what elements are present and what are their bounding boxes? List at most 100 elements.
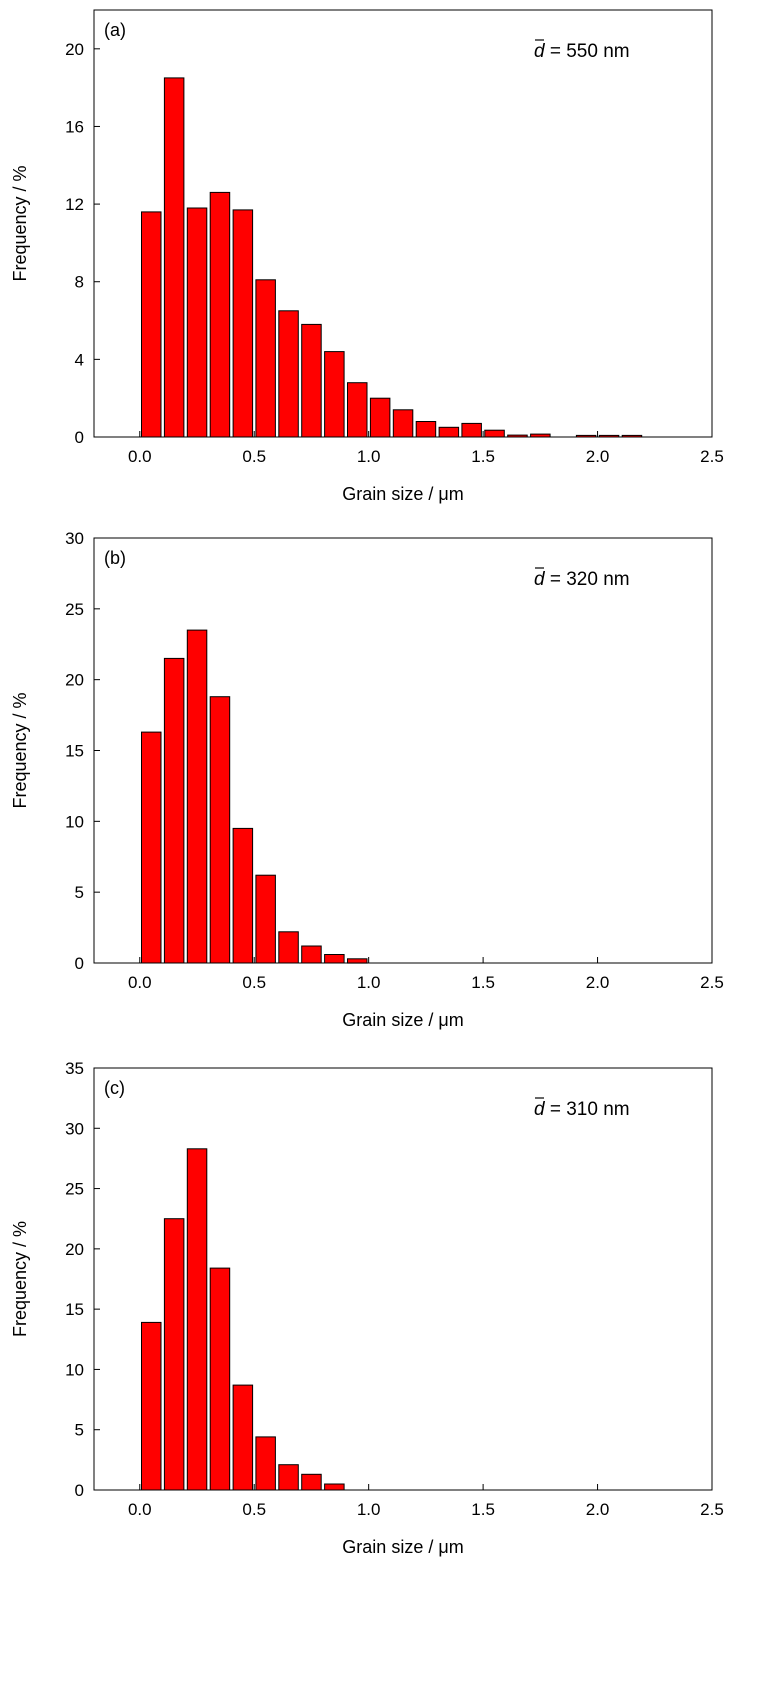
chart-b-y-tick-label: 10 [65, 812, 84, 831]
chart-a-x-tick-label: 2.5 [700, 447, 724, 466]
chart-a-bar [415, 421, 437, 438]
chart-c-y-tick-label: 25 [65, 1180, 84, 1199]
chart-a-x-tick-label: 2.0 [586, 447, 610, 466]
chart-c-y-tick-label: 20 [65, 1240, 84, 1259]
chart-b-bar [324, 954, 345, 964]
chart-b-y-axis-label: Frequency / % [10, 692, 30, 808]
chart-b-y-tick-label: 0 [75, 954, 84, 973]
chart-c-mean-symbol: d [534, 1099, 546, 1120]
chart-a-bar [324, 351, 345, 438]
chart-a-x-tick-label: 0.5 [242, 447, 266, 466]
chart-a-y-tick-label: 0 [75, 428, 84, 447]
chart-c-bar [278, 1464, 299, 1491]
grain-size-chart-a: 0.0 0.5 1.0 1.5 2.0 2.5 0 4 8 12 16 20 Grain size / … [10, 9, 724, 504]
chart-b-x-tick-label: 0.5 [242, 973, 266, 992]
chart-b-plot-frame [93, 537, 713, 964]
chart-c-bar [186, 1148, 208, 1491]
chart-c-bar [232, 1384, 254, 1491]
chart-c-y-tick-label: 35 [65, 1059, 84, 1078]
chart-b-x-axis-label: Grain size / μm [342, 1010, 463, 1030]
chart-c-y-tick-label: 0 [75, 1481, 84, 1500]
chart-b-bar [141, 731, 162, 964]
chart-a-mean-value: = 550 nm [545, 41, 630, 62]
chart-a-mean-size-annotation: d = 550 nm [534, 41, 630, 62]
chart-b-x-tick-label: 1.5 [471, 973, 495, 992]
chart-a-bar [392, 409, 414, 438]
chart-a-y-tick-label: 20 [65, 40, 84, 59]
chart-b-bar [232, 827, 254, 964]
chart-a-bar [369, 397, 391, 438]
chart-a-bar [461, 422, 482, 438]
chart-a-x-tick-label: 0.0 [128, 447, 152, 466]
chart-a-panel-label: (a) [104, 20, 126, 40]
chart-a-y-tick-label: 12 [65, 195, 84, 214]
chart-a-y-tick-label: 4 [75, 350, 84, 369]
chart-b-bars [141, 629, 368, 964]
chart-b-bar [255, 874, 276, 964]
chart-c-panel-label: (c) [104, 1078, 125, 1098]
chart-c-mean-value: = 310 nm [545, 1099, 630, 1120]
chart-b-bar [278, 931, 299, 964]
chart-a-bars [141, 77, 643, 438]
chart-b-x-tick-label: 1.0 [357, 973, 381, 992]
chart-c-y-tick-label: 30 [65, 1119, 84, 1138]
chart-c-x-tick-label: 1.0 [357, 1500, 381, 1519]
chart-c-bar [209, 1267, 231, 1491]
chart-b-y-tick-label: 5 [75, 883, 84, 902]
grain-size-chart-b: 0.0 0.5 1.0 1.5 2.0 2.5 0 5 10 15 20 25 30 Grain size… [10, 529, 724, 1030]
chart-a-y-tick-label: 16 [65, 117, 84, 136]
chart-a-bar [232, 209, 254, 438]
chart-a-y-tick-label: 8 [75, 273, 84, 292]
chart-b-x-tick-label: 2.0 [586, 973, 610, 992]
chart-a-plot-frame [93, 9, 713, 438]
chart-b-bar [209, 696, 231, 964]
grain-size-chart-c: 0.0 0.5 1.0 1.5 2.0 2.5 0 5 10 15 20 25 30 35 Grain si… [10, 1059, 724, 1557]
chart-b-panel-label: (b) [104, 548, 126, 568]
chart-b-y-tick-label: 20 [65, 671, 84, 690]
chart-a-bar [484, 429, 505, 438]
chart-c-bar [141, 1321, 162, 1491]
chart-a-x-tick-label: 1.0 [357, 447, 381, 466]
chart-a-bar [186, 207, 208, 438]
chart-b-bar [301, 945, 322, 964]
chart-c-x-tick-label: 0.5 [242, 1500, 266, 1519]
chart-c-bar [324, 1483, 345, 1491]
chart-a-bar [438, 426, 460, 438]
chart-b-y-tick-label: 15 [65, 742, 84, 761]
chart-c-y-axis-label: Frequency / % [10, 1221, 30, 1337]
chart-c-bar [301, 1473, 322, 1491]
chart-c-x-tick-label: 1.5 [471, 1500, 495, 1519]
chart-b-y-tick-label: 25 [65, 600, 84, 619]
chart-c-y-tick-label: 5 [75, 1421, 84, 1440]
chart-b-bar [186, 629, 208, 964]
chart-a-bar [347, 382, 368, 438]
chart-c-y-tick-label: 15 [65, 1300, 84, 1319]
chart-a-bar [278, 310, 299, 438]
chart-c-x-tick-label: 2.0 [586, 1500, 610, 1519]
chart-a-bar [301, 323, 322, 438]
chart-b-x-tick-label: 0.0 [128, 973, 152, 992]
chart-c-mean-size-annotation: d = 310 nm [534, 1099, 630, 1120]
chart-c-bar [255, 1436, 276, 1491]
chart-a-bar [255, 279, 276, 438]
chart-b-bar [347, 958, 368, 964]
chart-b-mean-value: = 320 nm [545, 569, 630, 590]
chart-c-y-tick-label: 10 [65, 1360, 84, 1379]
chart-b-bar [163, 657, 185, 964]
chart-c-plot-frame [93, 1067, 713, 1491]
chart-b-mean-size-annotation: d = 320 nm [534, 569, 630, 590]
chart-b-y-tick-label: 30 [65, 529, 84, 548]
chart-a-x-tick-label: 1.5 [471, 447, 495, 466]
chart-a-x-axis-label: Grain size / μm [342, 484, 463, 504]
chart-c-x-axis-label: Grain size / μm [342, 1537, 463, 1557]
chart-a-bar [141, 211, 162, 438]
chart-c-bars [141, 1148, 345, 1491]
chart-a-y-axis-label: Frequency / % [10, 165, 30, 281]
chart-a-bar [209, 191, 231, 438]
chart-a-mean-symbol: d [534, 41, 546, 62]
chart-b-x-tick-label: 2.5 [700, 973, 724, 992]
chart-c-bar [163, 1218, 185, 1491]
chart-b-mean-symbol: d [534, 569, 546, 590]
chart-c-x-tick-label: 0.0 [128, 1500, 152, 1519]
chart-c-x-tick-label: 2.5 [700, 1500, 724, 1519]
